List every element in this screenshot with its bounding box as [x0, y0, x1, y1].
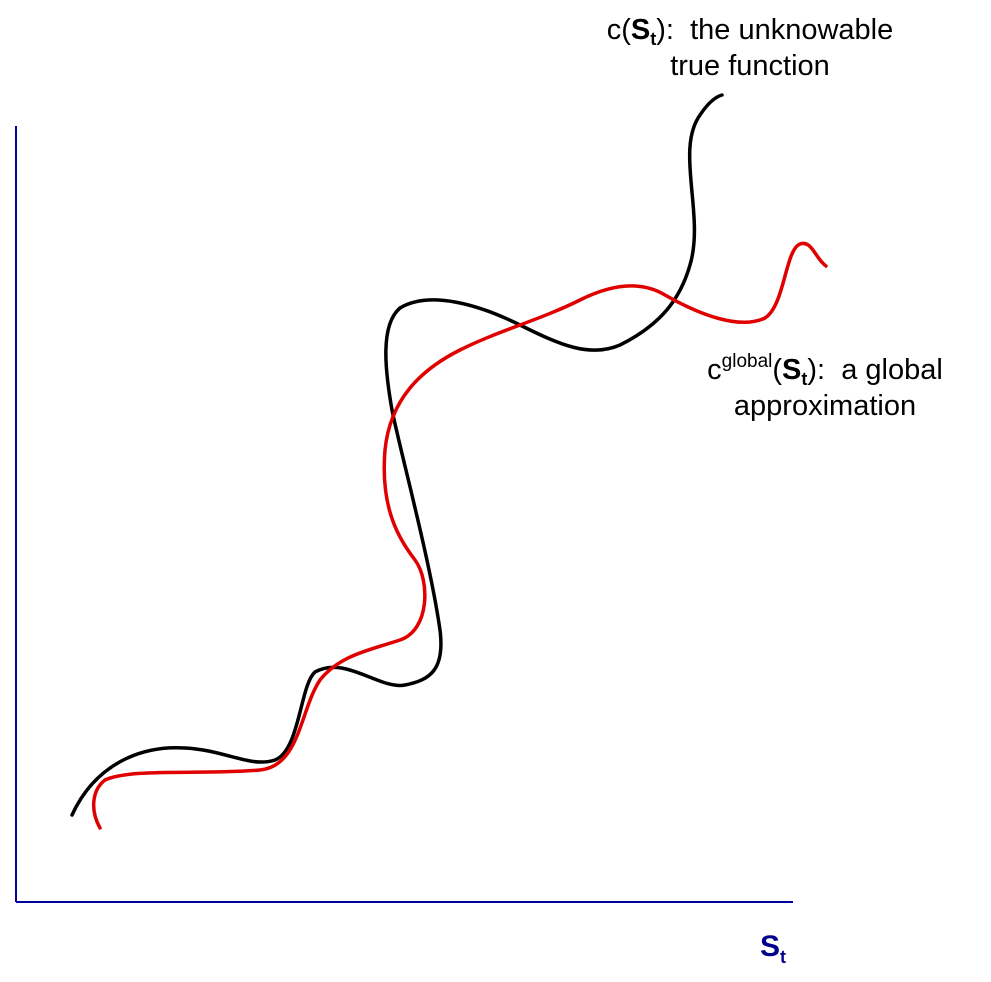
global-open: (	[772, 354, 782, 386]
true-function-label: c(St): the unknowable true function	[540, 12, 960, 84]
global-desc-line1: a global	[841, 354, 943, 386]
global-approximation-label: cglobal(St): a global approximation	[655, 352, 991, 424]
true-function-label-line1: c(St): the unknowable	[540, 12, 960, 48]
true-function-var: S	[631, 14, 650, 46]
x-axis-label: St	[760, 930, 786, 964]
global-approximation-curve	[94, 243, 826, 828]
x-axis-var: S	[760, 930, 780, 963]
global-approximation-label-line1: cglobal(St): a global	[655, 352, 991, 388]
global-var: S	[782, 354, 801, 386]
true-function-label-line2: true function	[540, 48, 960, 84]
true-function-desc-line2: true function	[670, 50, 830, 82]
global-approximation-label-line2: approximation	[655, 388, 991, 424]
global-desc-line2: approximation	[734, 390, 916, 422]
axes	[16, 126, 793, 902]
x-axis-sub: t	[780, 947, 786, 967]
global-func: c	[707, 354, 722, 386]
true-function-desc-line1: the unknowable	[690, 14, 893, 46]
global-sup: global	[722, 351, 773, 372]
global-close: ):	[807, 354, 825, 386]
true-function-close: ):	[656, 14, 674, 46]
true-function-func: c(	[607, 14, 631, 46]
true-function-curve	[72, 95, 722, 815]
